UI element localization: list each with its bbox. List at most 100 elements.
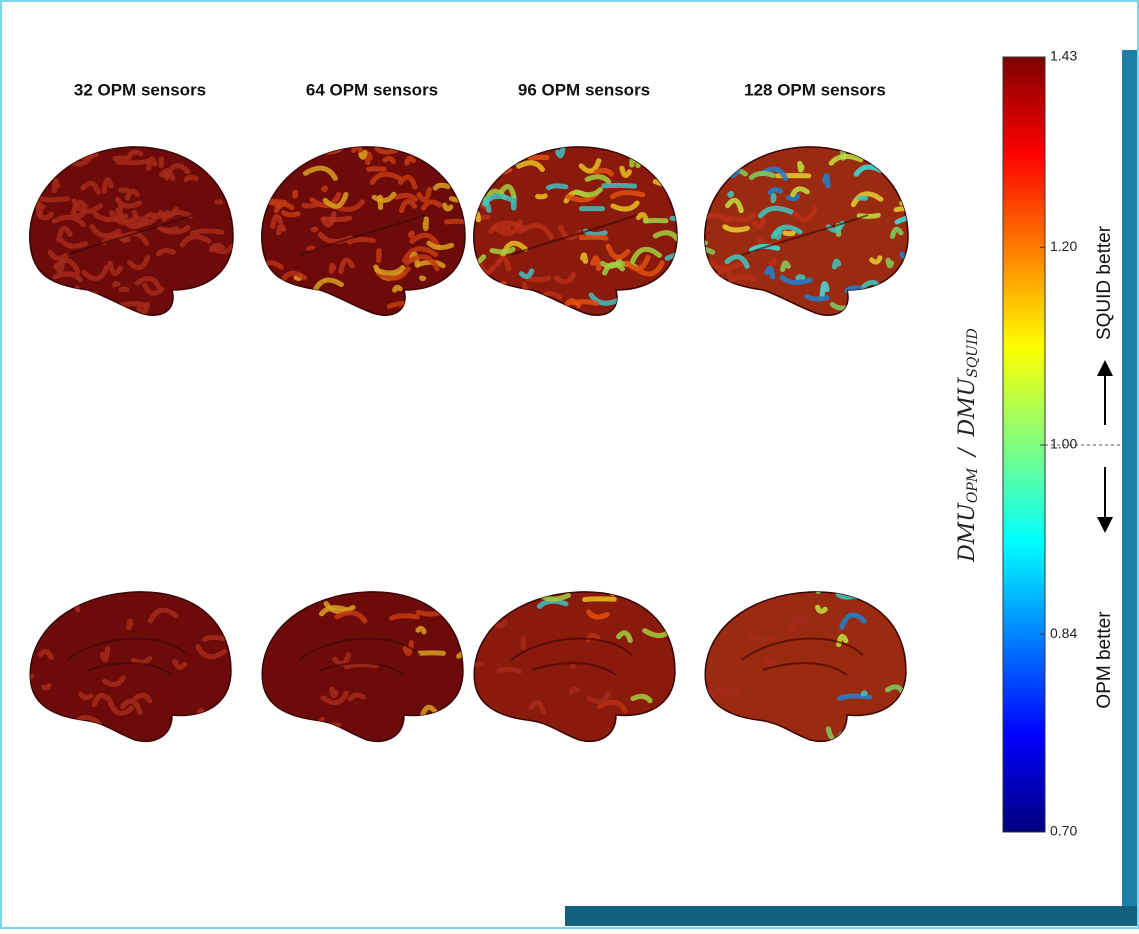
- gyrus: [38, 197, 68, 199]
- gyrus: [770, 190, 780, 193]
- gyrus: [658, 288, 678, 291]
- tick-label: 1.00: [1050, 436, 1077, 452]
- column-title: 32 OPM sensors: [74, 80, 206, 99]
- gyrus: [368, 154, 370, 162]
- gyrus: [284, 213, 298, 215]
- gyrus: [304, 205, 317, 206]
- brain: [701, 572, 906, 742]
- gyrus: [449, 573, 476, 577]
- gyrus: [661, 282, 686, 290]
- upper-note: SQUID better: [1094, 225, 1115, 340]
- gyrus: [54, 181, 57, 191]
- gyrus: [783, 263, 789, 270]
- gyrus: [198, 710, 204, 719]
- gyrus: [392, 616, 417, 618]
- gyrus: [527, 302, 528, 314]
- gyrus: [902, 202, 929, 205]
- gyrus: [896, 209, 908, 211]
- gyrus: [572, 689, 577, 692]
- brain: [10, 579, 237, 741]
- gyrus: [313, 229, 315, 230]
- gyrus: [764, 731, 777, 736]
- gyrus: [19, 286, 45, 297]
- gyrus: [529, 278, 549, 279]
- gyrus: [659, 580, 667, 585]
- gyrus: [200, 296, 207, 307]
- brain: [241, 145, 476, 316]
- gyrus: [425, 219, 426, 229]
- gyrus: [730, 292, 743, 304]
- gyrus: [241, 187, 265, 191]
- colorbar-label: DMUOPM/DMUSQUID: [955, 328, 981, 563]
- gyrus: [38, 150, 64, 162]
- gyrus: [395, 287, 400, 290]
- gyrus: [174, 725, 185, 736]
- tick-label: 0.84: [1050, 625, 1077, 641]
- brain: [19, 147, 233, 315]
- gyrus: [538, 196, 546, 197]
- gyrus: [549, 186, 566, 188]
- brain: [254, 573, 476, 741]
- column-title: 128 OPM sensors: [744, 80, 886, 99]
- gyrus: [290, 304, 321, 316]
- gyrus: [694, 215, 706, 219]
- gyrus: [863, 693, 865, 694]
- gyrus: [835, 261, 839, 267]
- gyrus: [204, 637, 223, 639]
- gyrus: [192, 231, 221, 234]
- gyrus: [497, 580, 500, 588]
- gyrus: [503, 228, 509, 229]
- gyrus: [713, 277, 722, 280]
- gyrus: [604, 185, 635, 186]
- gyrus: [799, 578, 830, 587]
- brain: [464, 147, 701, 315]
- gyrus: [276, 168, 285, 172]
- gyrus: [265, 616, 268, 620]
- gyrus: [479, 166, 510, 173]
- gyrus: [717, 690, 730, 692]
- gyrus: [38, 203, 40, 215]
- gyrus: [785, 233, 793, 234]
- gyrus: [892, 300, 923, 306]
- gyrus: [118, 161, 148, 162]
- gyrus: [418, 628, 424, 631]
- gyrus: [309, 248, 313, 249]
- gyrus: [294, 299, 310, 304]
- gyrus: [272, 168, 280, 178]
- tick-label: 1.43: [1050, 48, 1077, 64]
- brain-surface: [705, 592, 906, 741]
- gyrus: [750, 294, 769, 299]
- brain: [683, 146, 929, 315]
- gyrus: [583, 255, 586, 262]
- lower-note: OPM better: [1094, 611, 1115, 709]
- tick-label: 0.70: [1050, 823, 1077, 839]
- gyrus: [855, 595, 874, 597]
- gyrus: [121, 289, 127, 290]
- gyrus: [215, 286, 231, 289]
- gyrus: [456, 609, 462, 611]
- gyrus: [254, 585, 281, 593]
- gyrus: [447, 221, 470, 222]
- brain-surface: [30, 592, 231, 741]
- gyrus: [800, 163, 802, 170]
- gyrus: [219, 608, 238, 616]
- gyrus: [474, 149, 495, 156]
- gyrus: [798, 277, 803, 278]
- gyrus: [904, 154, 924, 155]
- gyrus: [573, 666, 574, 667]
- gyrus: [42, 725, 43, 732]
- gyrus: [151, 579, 153, 582]
- gyrus: [771, 260, 775, 265]
- gyrus: [175, 720, 198, 721]
- gyrus: [838, 580, 852, 583]
- gyrus: [398, 586, 429, 591]
- gyrus: [361, 152, 365, 157]
- gyrus: [455, 706, 460, 710]
- gyrus: [825, 176, 828, 186]
- gyrus: [296, 145, 318, 157]
- gyrus: [422, 278, 424, 279]
- gyrus: [710, 173, 717, 175]
- gyrus: [666, 711, 671, 718]
- gyrus: [122, 304, 146, 306]
- gyrus: [60, 599, 78, 610]
